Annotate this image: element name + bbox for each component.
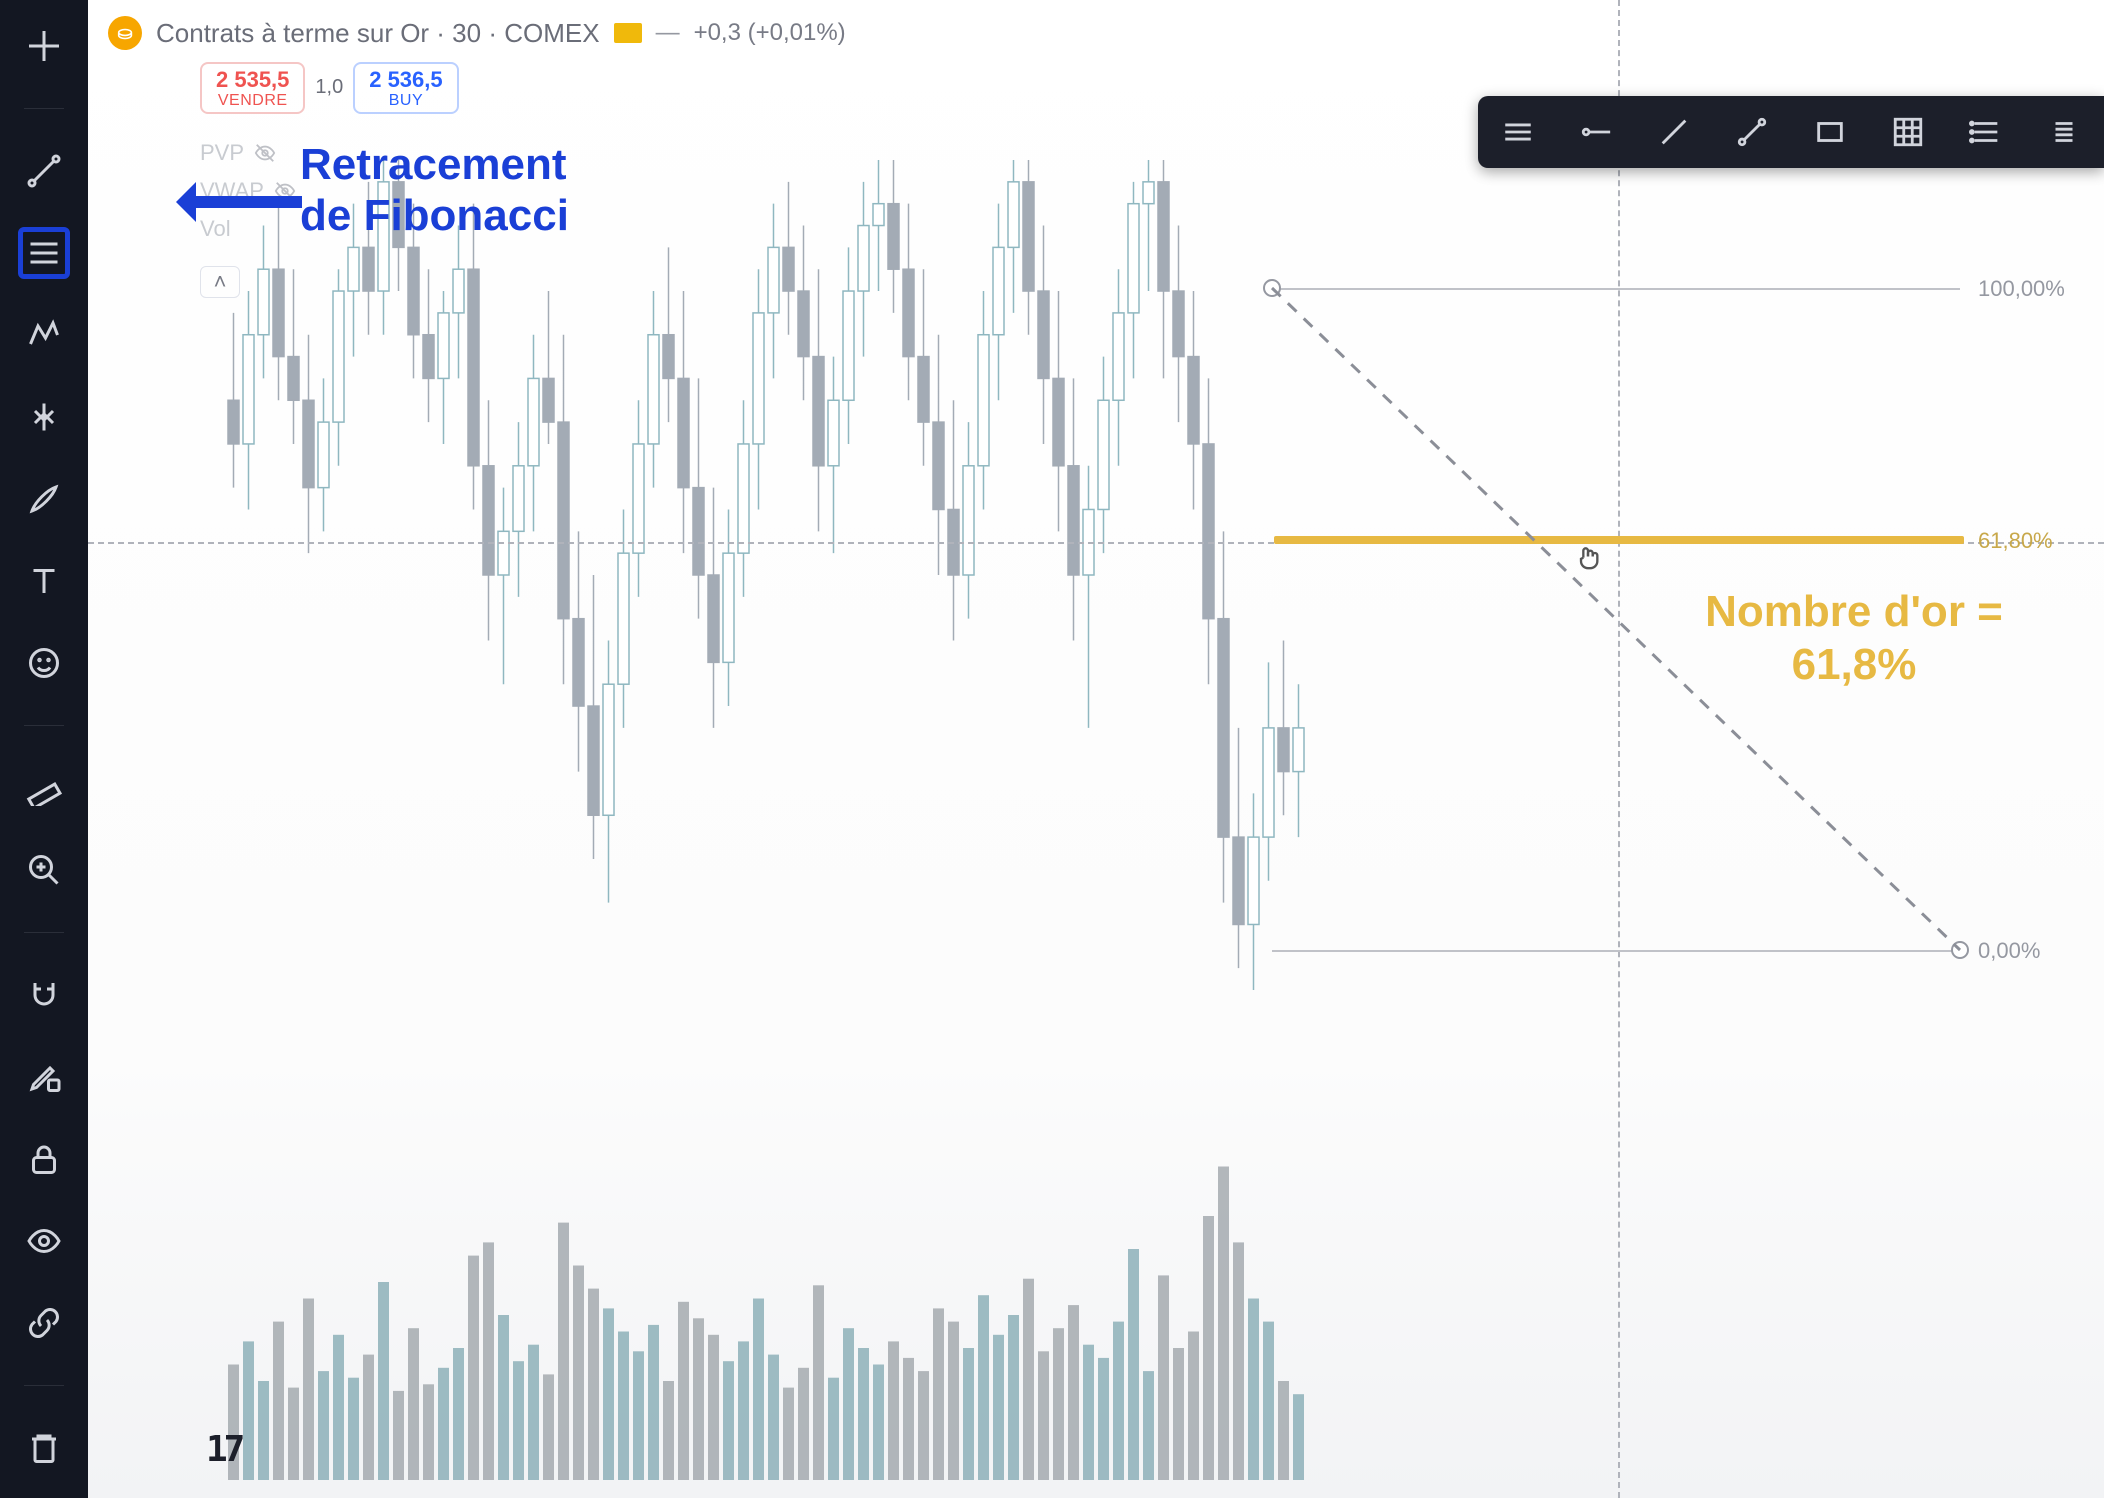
fib-label-0: 0,00%: [1978, 938, 2040, 964]
list-icon[interactable]: [1964, 110, 2008, 154]
crosshair-vertical: [1618, 0, 1620, 1498]
text-tool[interactable]: [18, 555, 70, 607]
fib-level-0[interactable]: [1272, 950, 1960, 952]
lock-edit-tool[interactable]: [18, 1051, 70, 1103]
horizontal-line-icon[interactable]: [1574, 110, 1618, 154]
grid-icon[interactable]: [1886, 110, 1930, 154]
more-icon[interactable]: [2042, 110, 2086, 154]
annotation-fib-tool: Retracement de Fibonacci: [300, 140, 569, 241]
fib-anchor-top[interactable]: [1263, 279, 1281, 297]
trend-line-icon[interactable]: [1652, 110, 1696, 154]
tradingview-logo: 17: [206, 1429, 241, 1470]
chart-area[interactable]: ⛀ Contrats à terme sur Or · 30 · COMEX —…: [88, 0, 2104, 1498]
trendline-tool[interactable]: [18, 145, 70, 197]
rectangle-icon[interactable]: [1808, 110, 1852, 154]
link-tool[interactable]: [18, 1297, 70, 1349]
pattern-tool[interactable]: [18, 309, 70, 361]
fib-tool[interactable]: [18, 227, 70, 279]
magnet-tool[interactable]: [18, 969, 70, 1021]
annotation-golden-ratio: Nombre d'or = 61,8%: [1664, 586, 2044, 692]
ruler-tool[interactable]: [18, 762, 70, 814]
annotation-arrow-icon: [182, 196, 302, 208]
emoji-tool[interactable]: [18, 637, 70, 689]
toolbar-divider: [24, 108, 64, 109]
toolbar-divider: [24, 725, 64, 726]
fib-level-100[interactable]: [1272, 288, 1960, 290]
toolbar-divider: [24, 932, 64, 933]
forecast-tool[interactable]: [18, 391, 70, 443]
toolbar-divider: [24, 1385, 64, 1386]
fib-anchor-bottom[interactable]: [1951, 941, 1969, 959]
zoom-tool[interactable]: [18, 844, 70, 896]
fib-level-618[interactable]: [1274, 536, 1964, 544]
fib-label-618: 61,80%: [1978, 528, 2053, 554]
crosshair-tool[interactable]: [18, 20, 70, 72]
parallel-lines-icon[interactable]: [1496, 110, 1540, 154]
trend-with-dots-icon[interactable]: [1730, 110, 1774, 154]
eye-tool[interactable]: [18, 1215, 70, 1267]
left-toolbar: [0, 0, 88, 1498]
drawing-toolbar: [1478, 96, 2104, 168]
trash-tool[interactable]: [18, 1422, 70, 1474]
brush-tool[interactable]: [18, 473, 70, 525]
cursor-icon: [1574, 543, 1602, 578]
lock-tool[interactable]: [18, 1133, 70, 1185]
fib-label-100: 100,00%: [1978, 276, 2065, 302]
